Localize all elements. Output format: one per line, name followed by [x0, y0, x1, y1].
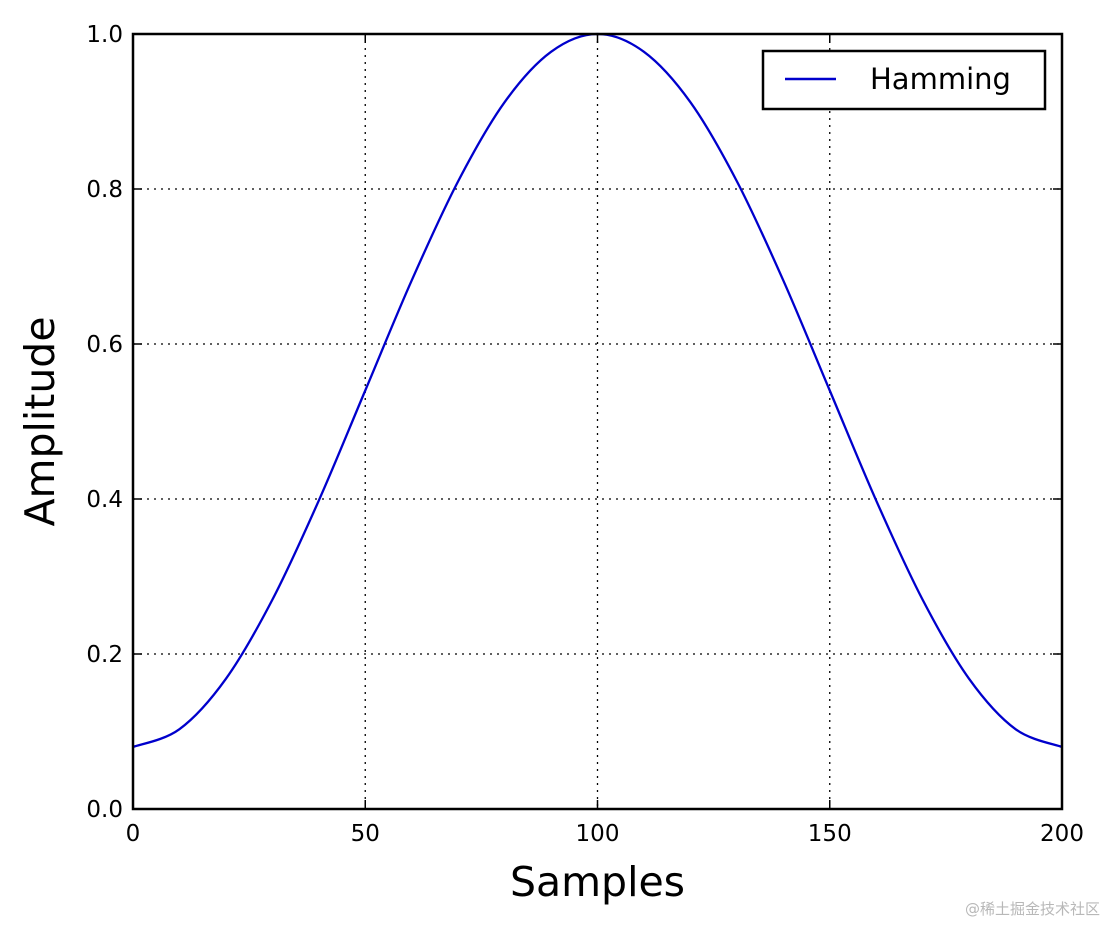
- y-tick-label: 1.0: [86, 22, 123, 48]
- y-tick-label: 0.4: [86, 487, 123, 513]
- x-tick-label: 0: [126, 821, 141, 847]
- legend-label-hamming: Hamming: [870, 62, 1011, 96]
- x-tick-label: 200: [1040, 821, 1084, 847]
- watermark: @稀土掘金技术社区: [964, 900, 1100, 918]
- x-axis-title: Samples: [510, 858, 685, 906]
- x-tick-label: 100: [576, 821, 620, 847]
- y-tick-label: 0.0: [86, 797, 123, 823]
- y-tick-label: 0.8: [86, 177, 123, 203]
- legend: Hamming: [761, 49, 1047, 111]
- y-tick-label: 0.6: [86, 332, 123, 358]
- grid-lines: [133, 34, 1062, 809]
- x-tick-label: 150: [808, 821, 852, 847]
- axis-ticks: 0 50 100 150 200 0.0 0.2 0.4 0.6 0.8 1.0: [86, 22, 1084, 847]
- x-tick-label: 50: [351, 821, 380, 847]
- y-axis-title: Amplitude: [16, 316, 64, 526]
- y-tick-label: 0.2: [86, 642, 123, 668]
